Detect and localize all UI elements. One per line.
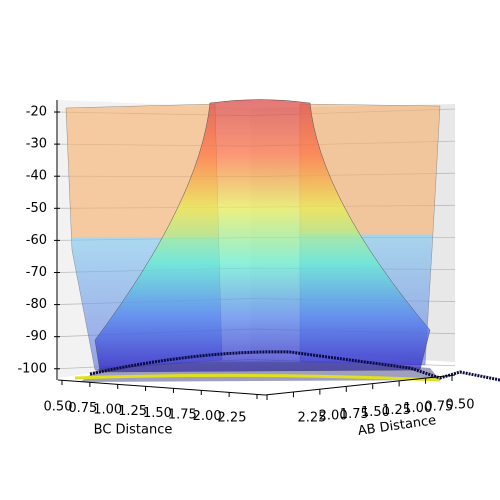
z-tick-label: -70 bbox=[26, 265, 47, 280]
x-tick-label: 2.25 bbox=[218, 411, 247, 426]
y-tick-label: 1.25 bbox=[382, 403, 411, 418]
z-tick-label: -50 bbox=[26, 201, 47, 216]
x-tick-label: 1.25 bbox=[118, 404, 147, 419]
y-tick-label: 2.00 bbox=[319, 409, 348, 424]
y-tick-label: 0.75 bbox=[424, 399, 453, 414]
x-tick-label: 1.00 bbox=[93, 403, 122, 418]
y-tick-label: 1.50 bbox=[361, 405, 390, 420]
x-tick-label: 0.75 bbox=[68, 401, 97, 416]
x-tick-label: 0.50 bbox=[44, 400, 73, 415]
z-tick-label: -30 bbox=[26, 137, 47, 152]
x-tick-label: 2.00 bbox=[193, 409, 222, 424]
z-tick-label: -60 bbox=[26, 233, 47, 248]
x-tick-label: 1.50 bbox=[143, 406, 172, 421]
z-tick-label: -90 bbox=[26, 329, 47, 344]
y-tick-label: 1.75 bbox=[340, 407, 369, 422]
y-tick-label: 1.00 bbox=[403, 401, 432, 416]
z-tick-label: -40 bbox=[26, 169, 47, 184]
y-tick-label: 2.25 bbox=[298, 411, 327, 426]
z-tick-label: -100 bbox=[17, 361, 47, 376]
x-tick-label: 1.75 bbox=[168, 407, 197, 422]
surface bbox=[65, 99, 500, 382]
z-tick-label: -80 bbox=[26, 297, 47, 312]
y-tick-label: 0.50 bbox=[446, 398, 475, 413]
z-tick-label: -20 bbox=[26, 105, 47, 120]
x-axis-label: BC Distance bbox=[94, 423, 173, 438]
